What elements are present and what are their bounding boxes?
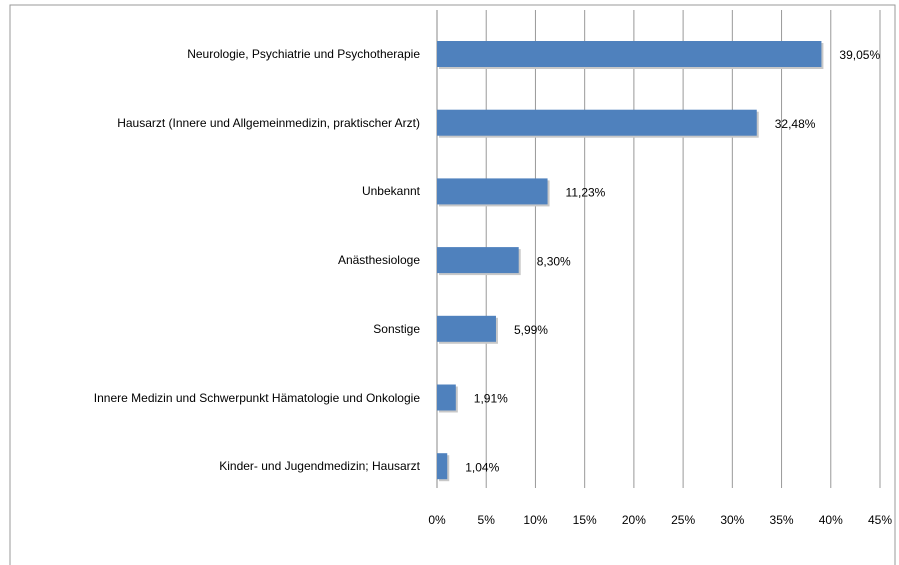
bar: [437, 384, 456, 411]
data-label: 5,99%: [514, 323, 548, 337]
data-label: 11,23%: [566, 186, 606, 200]
data-label: 39,05%: [839, 48, 880, 62]
category-label: Innere Medizin und Schwerpunkt Hämatolog…: [93, 390, 420, 405]
bar: [437, 109, 757, 136]
x-tick-label: 40%: [819, 513, 843, 527]
x-tick-label: 35%: [770, 513, 794, 527]
bar: [437, 178, 548, 205]
bar: [437, 315, 496, 342]
data-label: 32,48%: [775, 117, 816, 131]
data-label: 1,91%: [474, 392, 508, 406]
chart-frame: [9, 4, 896, 565]
x-tick-label: 5%: [478, 513, 496, 527]
category-label: Kinder- und Jugendmedizin; Hausarzt: [219, 459, 420, 474]
category-label: Anästhesiologe: [337, 253, 420, 268]
category-label: Neurologie, Psychiatrie und Psychotherap…: [187, 47, 420, 61]
x-tick-label: 45%: [868, 513, 892, 527]
x-tick-label: 0%: [428, 513, 446, 527]
bar: [437, 453, 448, 480]
x-tick-label: 30%: [720, 513, 744, 527]
x-tick-label: 20%: [622, 513, 646, 527]
x-tick-label: 15%: [573, 513, 597, 527]
category-label: Sonstige: [373, 321, 420, 336]
x-tick-label: 25%: [671, 513, 695, 527]
data-label: 1,04%: [465, 460, 499, 474]
data-label: 8,30%: [537, 254, 571, 268]
x-tick-label: 10%: [523, 513, 547, 527]
category-label: Hausarzt (Innere und Allgemeinmedizin, p…: [117, 115, 420, 130]
category-label: Unbekannt: [361, 184, 420, 199]
bar: [437, 41, 822, 67]
bar: [437, 247, 519, 274]
